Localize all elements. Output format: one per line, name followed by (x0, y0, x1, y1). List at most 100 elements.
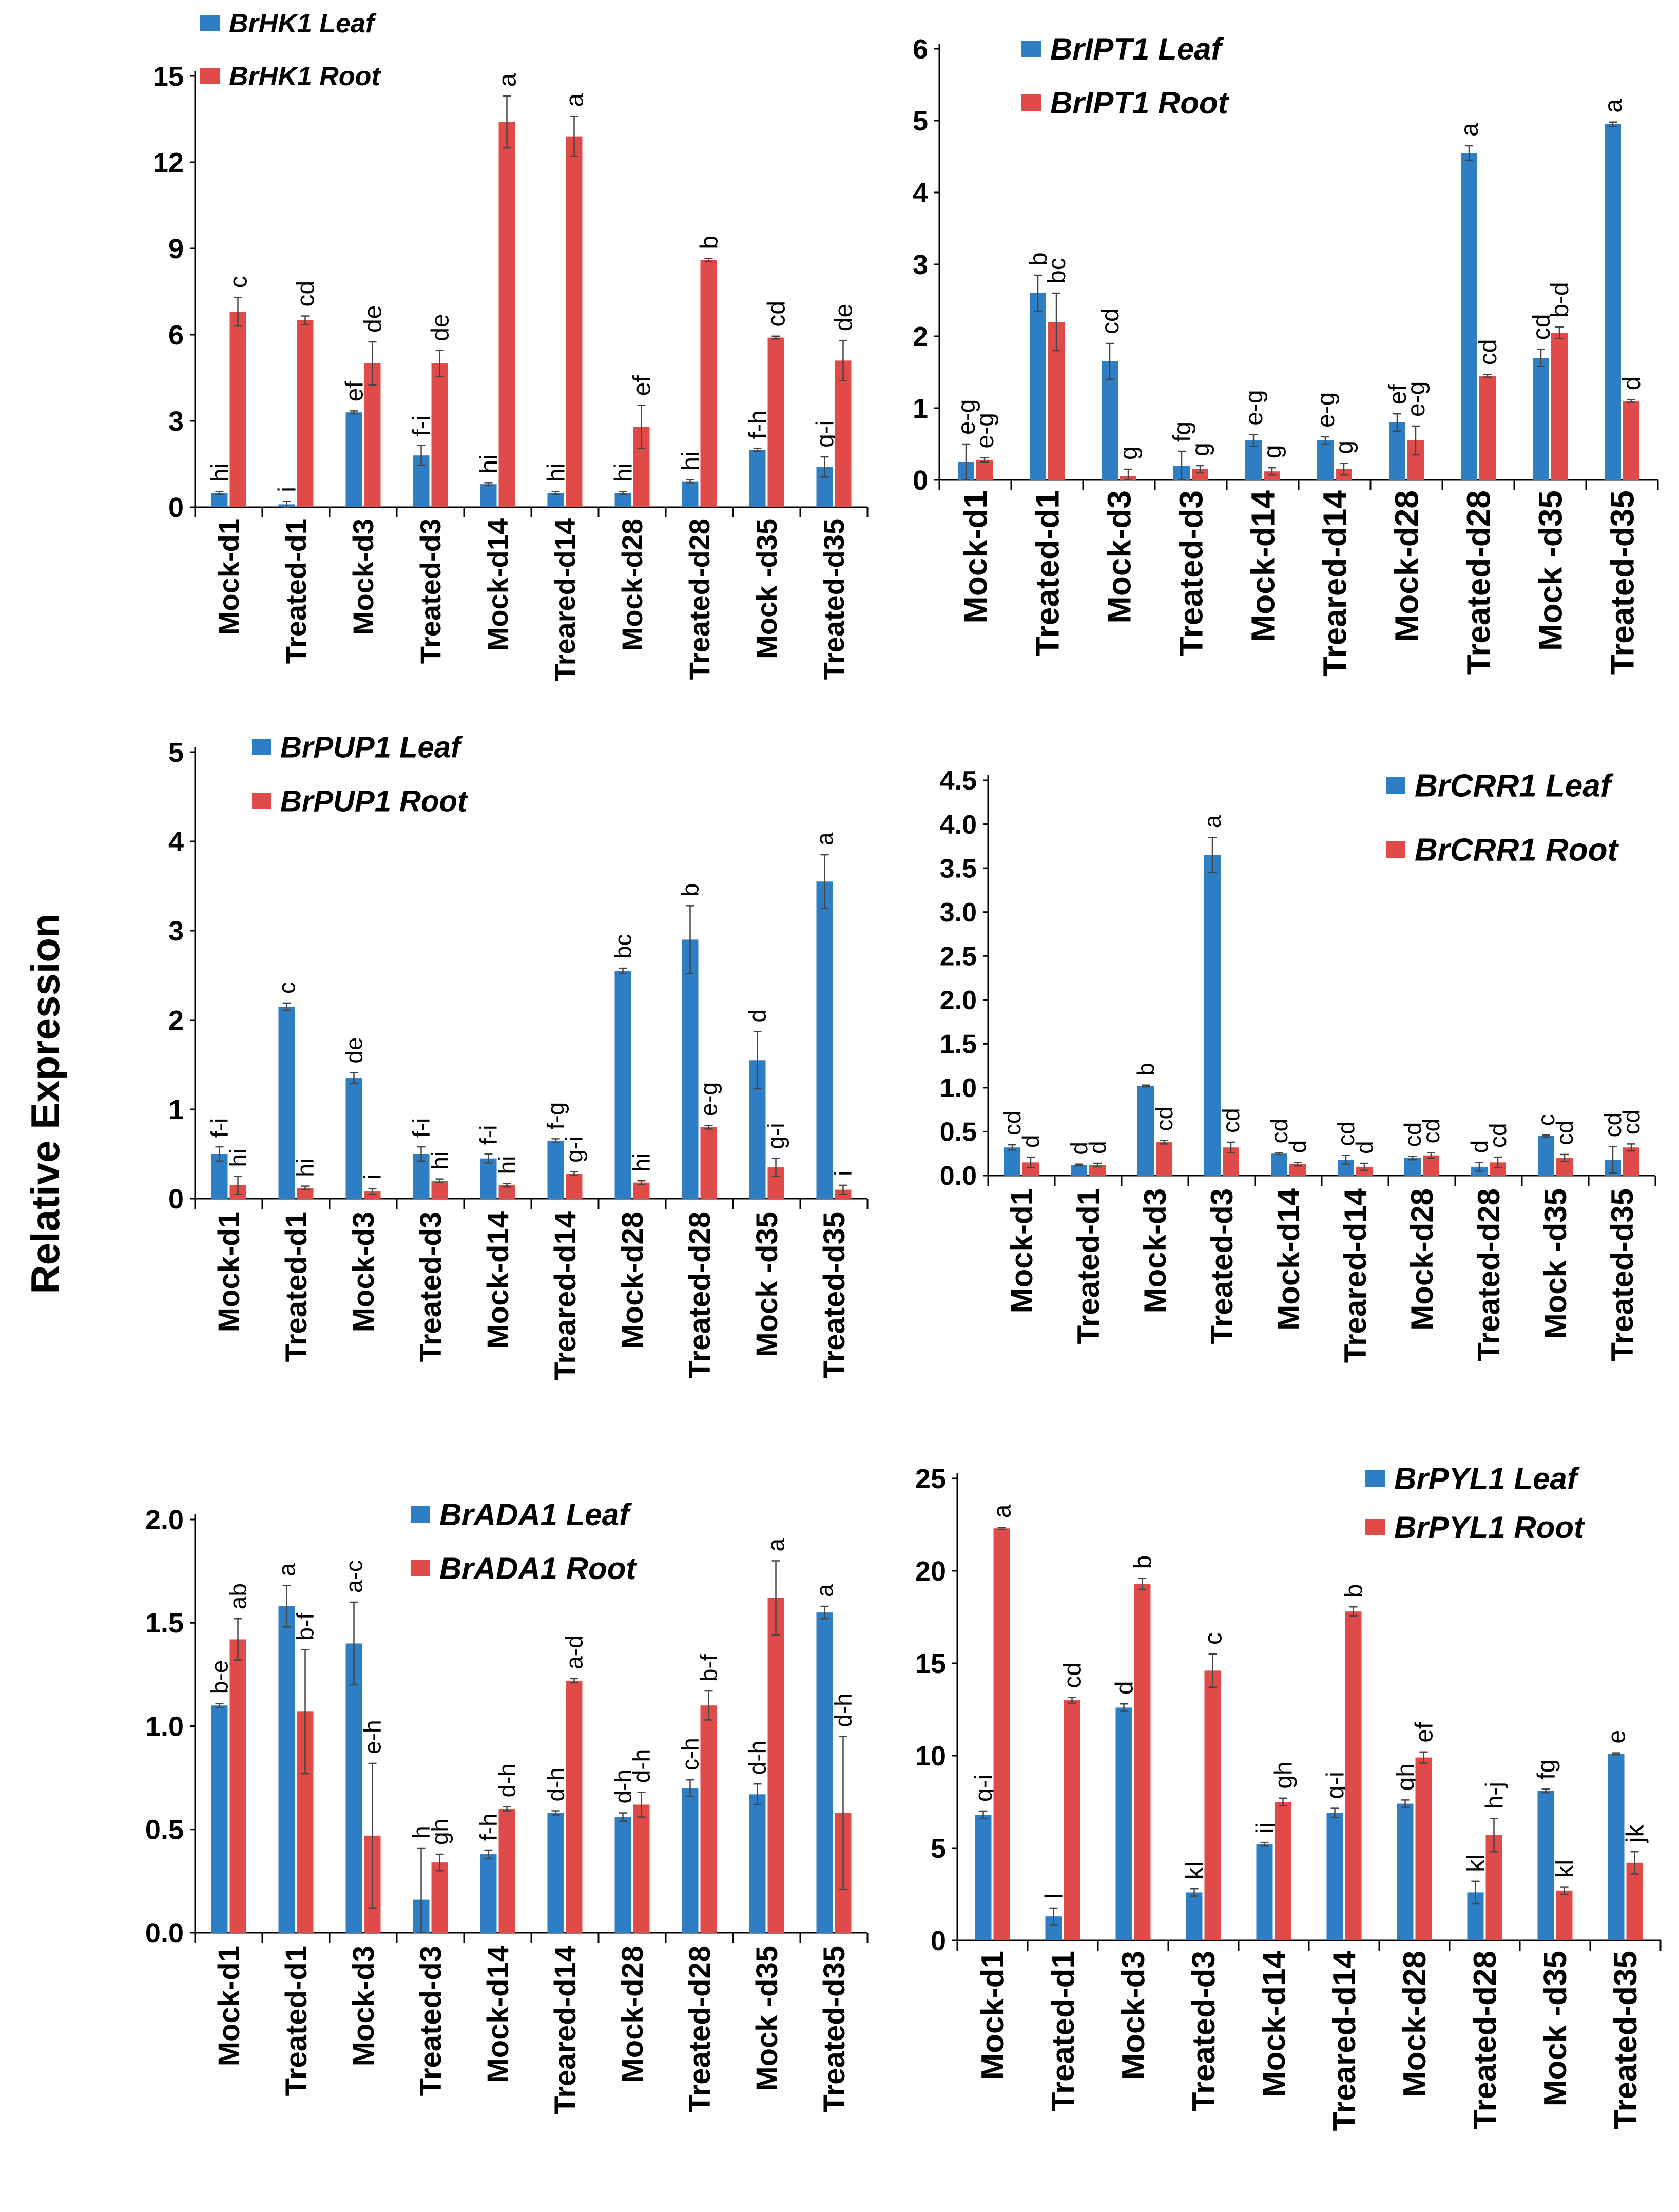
significance-label: c (1200, 1632, 1227, 1645)
significance-label: l (1040, 1893, 1068, 1899)
category-label: Treated-d28 (1472, 1188, 1506, 1361)
y-tick-label: 5 (931, 1833, 946, 1864)
significance-label: hi (677, 451, 704, 470)
significance-label: b (677, 883, 704, 897)
chart-panel-pup1: 0 1 2 3 4 5 Mock-d1 Treated-d1 Mock-d3 Treated-d3… (168, 730, 869, 1380)
y-tick-label: 9 (168, 234, 184, 264)
significance-label: cd (1333, 1121, 1359, 1146)
category-label: Mock-d28 (1388, 490, 1425, 642)
leaf-bar (614, 493, 631, 507)
significance-label: f-i (206, 1118, 233, 1138)
category-label: Treated-d35 (1608, 1951, 1644, 2129)
legend-swatch (200, 68, 220, 84)
significance-label: g (1187, 443, 1214, 456)
legend-label: BrPYL1 Leaf (1394, 1461, 1580, 1496)
root-bar (498, 122, 515, 508)
significance-label: cd (1059, 1662, 1086, 1688)
category-label: Treated-d28 (1468, 1951, 1503, 2129)
significance-label: e-g (972, 413, 999, 448)
significance-label: g (1115, 446, 1143, 460)
category-label: Treated-d28 (683, 1211, 717, 1379)
y-tick-label: 4 (168, 826, 184, 857)
y-tick-label: 3 (168, 406, 184, 437)
leaf-bar (816, 881, 833, 1199)
legend: BrPYL1 Leaf BrPYL1 Root (1365, 1461, 1586, 1545)
root-bar (297, 1188, 314, 1199)
y-tick-label: 0.5 (940, 1118, 977, 1147)
significance-label: b (1129, 1555, 1156, 1569)
category-label: Mock-d3 (347, 1946, 380, 2066)
significance-label: ef (341, 381, 368, 402)
root-bar (431, 1862, 448, 1933)
root-bar (1289, 1164, 1306, 1176)
leaf-bar (816, 1612, 833, 1933)
category-label: Treared-d14 (1338, 1188, 1373, 1363)
significance-label: gh (1392, 1763, 1419, 1791)
y-tick-label: 1.0 (940, 1073, 977, 1103)
significance-label: d-h (494, 1763, 520, 1797)
category-label: Mock-d1 (957, 490, 994, 624)
leaf-bar (1245, 440, 1262, 480)
leaf-bar (682, 1788, 699, 1933)
significance-label: hi (206, 463, 234, 482)
category-label: Mock-d3 (1101, 490, 1137, 624)
root-bar (431, 1181, 448, 1199)
category-label: Treated-d3 (414, 1211, 448, 1362)
category-label: Treated-d35 (1605, 1188, 1639, 1361)
significance-label: b-d (1547, 282, 1574, 317)
root-bar (1345, 1611, 1362, 1940)
significance-label: f-i (408, 1118, 435, 1138)
significance-label: b-f (292, 1613, 319, 1641)
significance-label: c (225, 276, 252, 288)
leaf-bar (614, 1817, 631, 1933)
y-tick-label: 3 (913, 249, 928, 280)
root-bar (1156, 1142, 1172, 1176)
category-label: Treated-d1 (280, 1946, 313, 2096)
significance-label: hi (292, 1159, 319, 1177)
legend-label: BrPUP1 Root (280, 784, 469, 818)
root-bar (1204, 1670, 1221, 1940)
y-tick-label: 1 (913, 393, 928, 424)
significance-label: bc (1044, 258, 1071, 284)
legend-label: BrIPT1 Leaf (1050, 32, 1224, 66)
category-label: Mock-d3 (347, 518, 379, 635)
leaf-bar (1404, 1158, 1421, 1176)
root-bar (835, 360, 852, 507)
legend-label: BrADA1 Leaf (439, 1497, 632, 1532)
root-bar (700, 1705, 717, 1933)
significance-label: cd (1551, 1120, 1578, 1145)
chart-panel-hk1: 0 3 6 9 12 15 Mock-d1 Treated-d1 Mock-d3 Treated-… (153, 9, 869, 682)
significance-label: cd (1528, 314, 1555, 340)
significance-label: d (1066, 1142, 1092, 1155)
leaf-bar (1004, 1147, 1020, 1176)
leaf-bar (1071, 1165, 1087, 1176)
y-tick-label: 3 (168, 916, 184, 947)
significance-label: d-h (628, 1749, 655, 1783)
significance-label: hi (543, 463, 570, 482)
y-tick-label: 1.0 (145, 1711, 184, 1742)
leaf-bar (682, 939, 699, 1199)
y-tick-label: 0.5 (145, 1815, 184, 1845)
leaf-bar (975, 1815, 992, 1940)
category-label: Mock-d1 (975, 1951, 1011, 2080)
significance-label: e (1603, 1730, 1630, 1744)
significance-label: cd (763, 301, 790, 327)
legend-swatch (1386, 777, 1405, 794)
significance-label: a (812, 1584, 838, 1597)
category-label: Mock-d14 (1271, 1188, 1306, 1330)
legend: BrCRR1 Leaf BrCRR1 Root (1386, 768, 1619, 868)
leaf-bar (211, 493, 228, 507)
leaf-bar (1326, 1813, 1343, 1940)
significance-label: a-d (561, 1635, 588, 1669)
category-label: Mock-d28 (1405, 1188, 1439, 1331)
y-tick-label: 0.0 (940, 1161, 977, 1191)
root-bar (1423, 1155, 1439, 1176)
category-label: Mock-d1 (213, 1211, 246, 1332)
significance-label: f-i (408, 416, 435, 436)
significance-label: fg (1533, 1759, 1560, 1780)
chart-panel-ada1: 0.0 0.5 1.0 1.5 2.0 Mock-d1 Treated-d1 Mock-d3 T… (145, 1497, 869, 2114)
significance-label: e-h (359, 1720, 386, 1754)
y-tick-label: 0 (913, 465, 928, 496)
y-tick-label: 0 (168, 492, 184, 523)
